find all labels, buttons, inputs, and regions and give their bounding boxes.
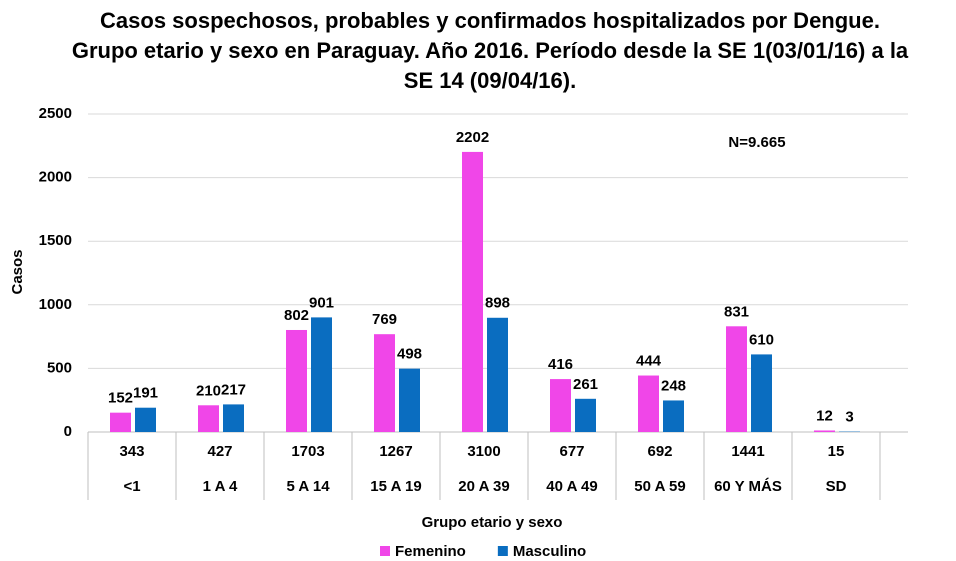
value-label: 3 — [845, 409, 853, 426]
total-label: 692 — [647, 443, 672, 460]
value-label: 498 — [397, 346, 422, 363]
chart-title: Casos sospechosos, probables y confirmad… — [71, 8, 909, 93]
x-tick-label: 15 A 19 — [370, 478, 421, 495]
legend-label: Masculino — [513, 543, 586, 560]
value-label: 191 — [133, 385, 158, 402]
bar — [663, 400, 684, 432]
x-axis-title: Grupo etario y sexo — [422, 514, 563, 531]
value-label: 898 — [485, 295, 510, 312]
value-label: 210 — [196, 382, 221, 399]
bar — [751, 354, 772, 432]
value-label: 831 — [724, 303, 749, 320]
legend-label: Femenino — [395, 543, 466, 560]
y-tick-label: 1500 — [39, 232, 72, 249]
legend-swatch — [380, 546, 390, 556]
total-label: 427 — [207, 443, 232, 460]
total-label: 15 — [828, 443, 845, 460]
y-tick-label: 2000 — [39, 169, 72, 186]
x-tick-label: 5 A 14 — [286, 478, 330, 495]
value-label: 444 — [636, 352, 662, 369]
x-tick-label: 20 A 39 — [458, 478, 509, 495]
value-label: 2202 — [456, 129, 489, 146]
bar — [110, 412, 131, 432]
x-tick-label: 60 Y MÁS — [714, 478, 782, 495]
bar — [286, 329, 307, 432]
x-tick-label: 50 A 59 — [634, 478, 685, 495]
bar — [550, 379, 571, 432]
bar — [399, 368, 420, 432]
y-tick-label: 0 — [64, 423, 72, 440]
x-tick-label: 40 A 49 — [546, 478, 597, 495]
value-label: 217 — [221, 381, 246, 398]
bar — [374, 334, 395, 432]
total-label: 343 — [119, 443, 144, 460]
bar — [575, 398, 596, 432]
bar — [814, 430, 835, 432]
bar — [198, 405, 219, 432]
value-label: 416 — [548, 356, 573, 373]
bar — [726, 326, 747, 432]
legend-swatch — [497, 546, 508, 556]
bar — [487, 317, 508, 432]
total-label: 3100 — [467, 443, 500, 460]
x-tick-label: <1 — [123, 478, 140, 495]
bar — [638, 375, 659, 432]
value-label: 769 — [372, 311, 397, 328]
value-label: 248 — [661, 377, 686, 394]
total-label: 1703 — [291, 443, 324, 460]
value-label: 802 — [284, 307, 309, 324]
value-label: 610 — [749, 331, 774, 348]
total-label: 1267 — [379, 443, 412, 460]
value-label: 901 — [309, 294, 334, 311]
y-tick-label: 2500 — [39, 105, 72, 122]
x-tick-label: SD — [826, 478, 847, 495]
total-label: 1441 — [731, 443, 764, 460]
value-label: 261 — [573, 376, 598, 393]
total-label: 677 — [559, 443, 584, 460]
y-tick-label: 1000 — [39, 296, 72, 313]
annotation: N=9.665 — [728, 134, 785, 151]
value-label: 12 — [816, 407, 833, 424]
value-label: 152 — [108, 390, 133, 407]
x-tick-label: 1 A 4 — [203, 478, 238, 495]
y-axis-title: Casos — [9, 249, 26, 294]
bar — [311, 317, 332, 432]
y-tick-label: 500 — [47, 359, 72, 376]
bar — [135, 407, 156, 432]
bar — [223, 404, 244, 432]
bar — [462, 151, 483, 433]
